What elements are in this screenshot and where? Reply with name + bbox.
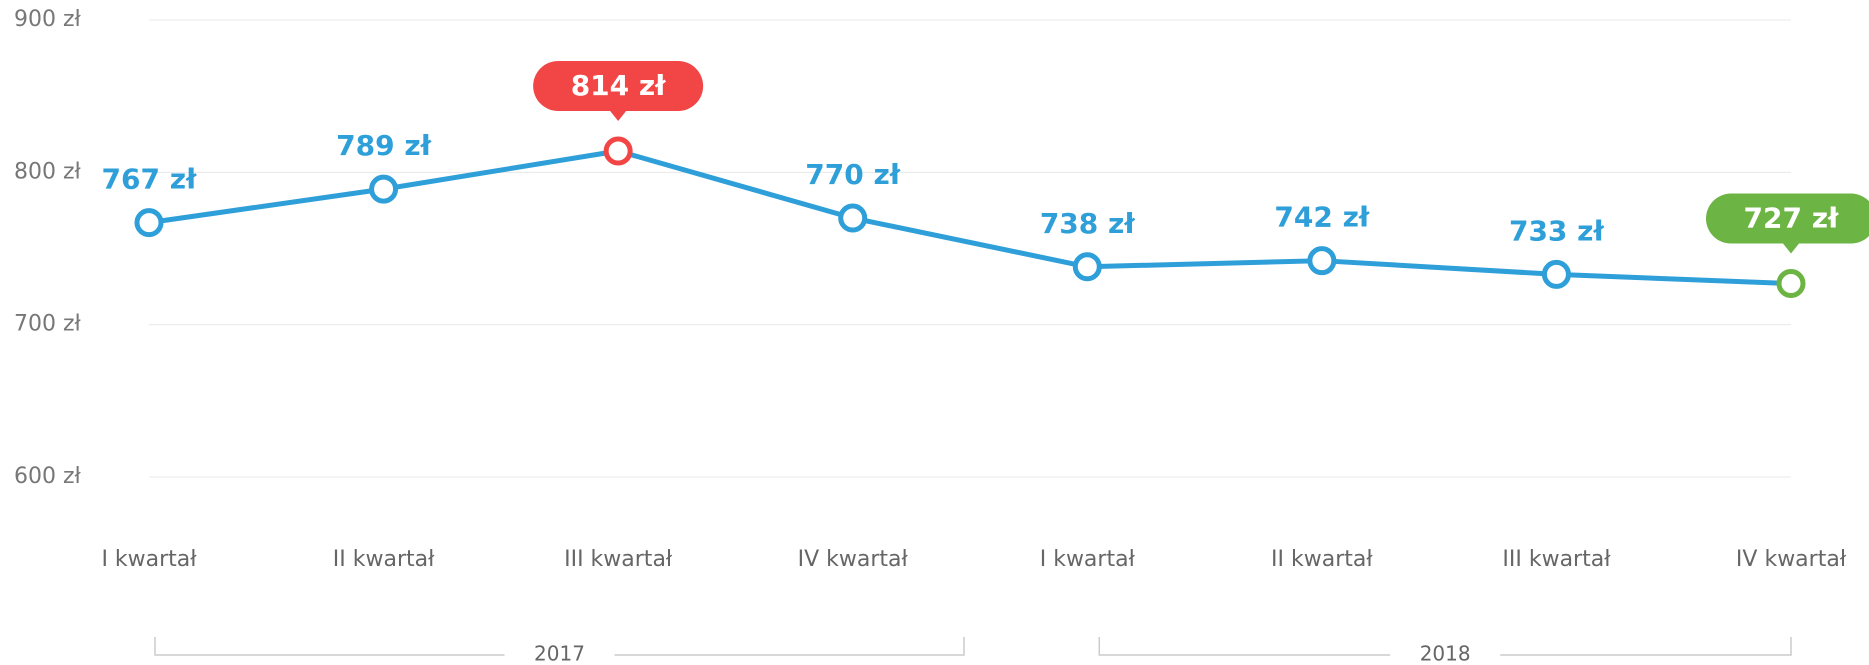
callout [1706, 193, 1869, 254]
group-bracket [1098, 637, 1792, 656]
x-tick-label: II kwartał [1271, 547, 1373, 572]
x-tick-label: IV kwartał [798, 547, 909, 572]
point [134, 208, 164, 238]
y-tick-label: 700 zł [14, 312, 82, 337]
group-bracket [154, 637, 965, 656]
value-label: 770 zł [805, 158, 900, 191]
callout [533, 61, 704, 122]
value-label: 789 zł [336, 129, 431, 162]
point [603, 136, 633, 166]
point [1072, 252, 1102, 282]
x-tick-label: IV kwartał [1736, 547, 1847, 572]
x-tick-label: III kwartał [1502, 547, 1611, 572]
group-label: 2017 [534, 642, 585, 665]
point [369, 174, 399, 204]
x-tick-label: II kwartał [333, 547, 435, 572]
y-tick-label: 800 zł [14, 159, 82, 184]
value-label: 742 zł [1274, 201, 1369, 234]
value-label: 727 zł [1744, 202, 1839, 235]
x-tick-label: I kwartał [101, 547, 197, 572]
value-label: 767 zł [102, 163, 197, 196]
value-label: 733 zł [1509, 214, 1604, 247]
x-tick-label: I kwartał [1040, 547, 1136, 572]
point [838, 203, 868, 233]
y-tick-label: 600 zł [14, 464, 82, 489]
group-label: 2018 [1420, 642, 1471, 665]
line [148, 148, 1792, 287]
x-tick-label: III kwartał [564, 547, 673, 572]
y-tick-label: 900 zł [14, 7, 82, 32]
value-label: 738 zł [1040, 207, 1135, 240]
value-label: 814 zł [571, 69, 666, 102]
point [1307, 246, 1337, 276]
point [1776, 269, 1806, 299]
point [1541, 259, 1571, 289]
